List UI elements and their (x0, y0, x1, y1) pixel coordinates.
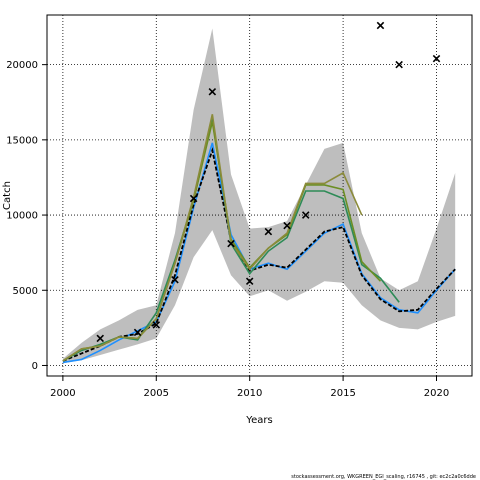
observation-marker (376, 21, 385, 30)
y-tick-label: 5000 (13, 286, 38, 297)
y-tick-label: 15000 (6, 135, 38, 146)
observation-marker (283, 221, 291, 230)
observation-marker (189, 194, 198, 203)
series-line-2 (62, 146, 456, 362)
observation-marker (264, 227, 273, 236)
observation-marker (96, 334, 105, 343)
observation-marker (227, 239, 235, 248)
y-axis: 0 5000 10000 15000 20000 (6, 60, 47, 372)
observation-marker (395, 60, 403, 69)
plot-frame (46, 14, 473, 377)
grid (47, 15, 472, 376)
y-axis-title: Catch (2, 181, 13, 210)
footer-credit: stockassessment.org, WKGREEN_EGI_scaling… (291, 474, 476, 480)
confidence-band (62, 28, 456, 364)
x-tick-label: 2005 (144, 388, 169, 399)
series-line-5 (62, 114, 363, 362)
y-tick-label: 10000 (6, 211, 38, 222)
x-tick-label: 2015 (330, 388, 355, 399)
observation-marker (133, 328, 142, 337)
observation-marker (245, 277, 254, 286)
x-tick-label: 2010 (237, 388, 262, 399)
confidence-band-area (62, 28, 456, 364)
observation-points (96, 21, 441, 343)
observation-marker (301, 211, 310, 219)
y-tick-label: 20000 (6, 60, 38, 71)
x-tick-label: 2000 (50, 388, 75, 399)
observation-marker (432, 54, 441, 63)
x-axis-title: Years (245, 415, 272, 426)
observation-marker (208, 87, 217, 96)
series-line-1 (62, 142, 456, 364)
y-tick-label: 0 (32, 361, 38, 372)
x-tick-label: 2020 (424, 388, 449, 399)
observation-marker (152, 321, 161, 329)
x-axis: 2000 2005 2010 2015 2020 (50, 376, 449, 399)
observation-marker (171, 275, 179, 284)
